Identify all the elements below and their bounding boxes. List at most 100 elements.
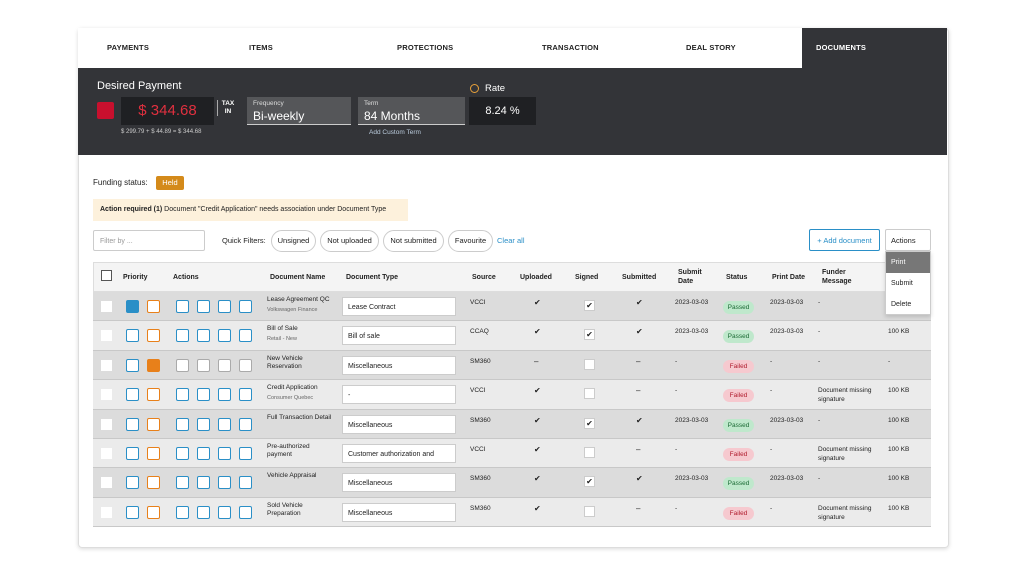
action-button[interactable]: [239, 417, 252, 431]
action-button[interactable]: [176, 329, 189, 343]
row-checkbox[interactable]: [101, 477, 112, 489]
document-type-select[interactable]: Lease Contract: [342, 297, 456, 316]
document-type-select[interactable]: Customer authorization and: [342, 444, 456, 463]
row-checkbox[interactable]: [101, 389, 112, 401]
print-date: 2023-03-03: [770, 475, 804, 483]
signed-checkbox[interactable]: ✔: [584, 476, 595, 488]
add-document[interactable]: + Add document: [809, 229, 880, 251]
action-button[interactable]: [176, 417, 189, 431]
edit-icon[interactable]: [97, 102, 114, 119]
menu-item[interactable]: Submit: [891, 280, 913, 287]
action-button[interactable]: [197, 329, 210, 343]
signed-checkbox[interactable]: ✔: [584, 329, 595, 341]
action-button[interactable]: [197, 447, 210, 460]
tab[interactable]: ITEMS: [249, 43, 273, 52]
pin-button[interactable]: [126, 329, 139, 343]
action-button[interactable]: [176, 388, 189, 402]
row-checkbox[interactable]: [101, 359, 112, 371]
menu-item[interactable]: Delete: [891, 301, 912, 308]
action-button[interactable]: [218, 329, 231, 343]
pin-button[interactable]: [126, 358, 139, 372]
filter-chip[interactable]: Unsigned: [271, 230, 316, 252]
filter-input[interactable]: Filter by ...: [93, 230, 205, 251]
pin-button[interactable]: [126, 300, 139, 313]
tax-toggle[interactable]: TAX IN: [217, 100, 238, 116]
row-checkbox[interactable]: [101, 448, 112, 459]
status-badge: Failed: [723, 359, 754, 373]
action-button[interactable]: [239, 388, 252, 402]
action-button[interactable]: [197, 417, 210, 431]
signed-checkbox[interactable]: [584, 358, 595, 370]
tab[interactable]: DOCUMENTS: [802, 28, 947, 68]
pin-button[interactable]: [126, 476, 139, 490]
term-select[interactable]: 84 Months Term: [358, 97, 465, 125]
favourite-button[interactable]: [147, 505, 160, 519]
signed-checkbox[interactable]: [584, 447, 595, 458]
action-button[interactable]: [218, 388, 231, 402]
pin-button[interactable]: [126, 388, 139, 402]
document-type-select[interactable]: Miscellaneous: [342, 414, 456, 434]
action-button[interactable]: [176, 505, 189, 519]
action-button[interactable]: [218, 447, 231, 460]
action-button[interactable]: [197, 476, 210, 490]
pin-button[interactable]: [126, 417, 139, 431]
filter-chip[interactable]: Not uploaded: [320, 230, 379, 252]
favourite-button[interactable]: [147, 329, 160, 343]
action-button[interactable]: [197, 388, 210, 402]
pin-button[interactable]: [126, 505, 139, 519]
row-checkbox[interactable]: [101, 330, 112, 342]
menu-item[interactable]: Print: [886, 252, 930, 273]
action-button[interactable]: [176, 300, 189, 313]
frequency-select[interactable]: Bi-weekly Frequency: [247, 97, 351, 125]
table-row: [93, 497, 931, 528]
action-button[interactable]: [197, 358, 210, 372]
document-type-select[interactable]: -: [342, 385, 456, 405]
filter-chip[interactable]: Not submitted: [383, 230, 444, 252]
action-button[interactable]: [239, 447, 252, 460]
filter-chip[interactable]: Favourite: [448, 230, 493, 252]
favourite-button[interactable]: [147, 476, 160, 490]
action-button[interactable]: [218, 417, 231, 431]
select-all[interactable]: [101, 270, 112, 281]
favourite-button[interactable]: [147, 300, 160, 313]
tab[interactable]: PAYMENTS: [107, 43, 150, 52]
favourite-button[interactable]: [147, 388, 160, 402]
action-button[interactable]: [239, 358, 252, 372]
funding-badge: Held: [156, 176, 184, 190]
clear-all[interactable]: Clear all: [497, 236, 525, 245]
tab[interactable]: DEAL STORY: [686, 43, 736, 52]
action-button[interactable]: [239, 505, 252, 519]
action-button[interactable]: [239, 300, 252, 313]
favourite-button[interactable]: [147, 417, 160, 431]
column-header: Uploaded: [520, 273, 552, 281]
signed-checkbox[interactable]: [584, 388, 595, 400]
action-button[interactable]: [218, 300, 231, 313]
action-button[interactable]: [239, 476, 252, 490]
signed-checkbox[interactable]: ✔: [584, 300, 595, 311]
action-button[interactable]: [218, 358, 231, 372]
action-button[interactable]: [218, 476, 231, 490]
action-button[interactable]: [197, 300, 210, 313]
pin-button[interactable]: [126, 447, 139, 460]
action-button[interactable]: [197, 505, 210, 519]
row-checkbox[interactable]: [101, 506, 112, 518]
signed-checkbox[interactable]: ✔: [584, 417, 595, 429]
document-type-select[interactable]: Bill of sale: [342, 326, 456, 346]
tab[interactable]: PROTECTIONS: [397, 43, 454, 52]
action-button[interactable]: [176, 476, 189, 490]
add-term[interactable]: Add Custom Term: [369, 129, 421, 136]
document-type-select[interactable]: Miscellaneous: [342, 355, 456, 375]
action-button[interactable]: [176, 447, 189, 460]
action-button[interactable]: [218, 505, 231, 519]
action-button[interactable]: [176, 358, 189, 372]
favourite-button[interactable]: [147, 358, 160, 372]
favourite-button[interactable]: [147, 447, 160, 460]
row-checkbox[interactable]: [101, 301, 112, 312]
signed-checkbox[interactable]: [584, 505, 595, 517]
tab[interactable]: TRANSACTION: [542, 43, 599, 52]
action-button[interactable]: [239, 329, 252, 343]
document-type-select[interactable]: Miscellaneous: [342, 473, 456, 493]
row-checkbox[interactable]: [101, 418, 112, 430]
actions-button[interactable]: Actions: [885, 229, 931, 251]
document-type-select[interactable]: Miscellaneous: [342, 502, 456, 522]
